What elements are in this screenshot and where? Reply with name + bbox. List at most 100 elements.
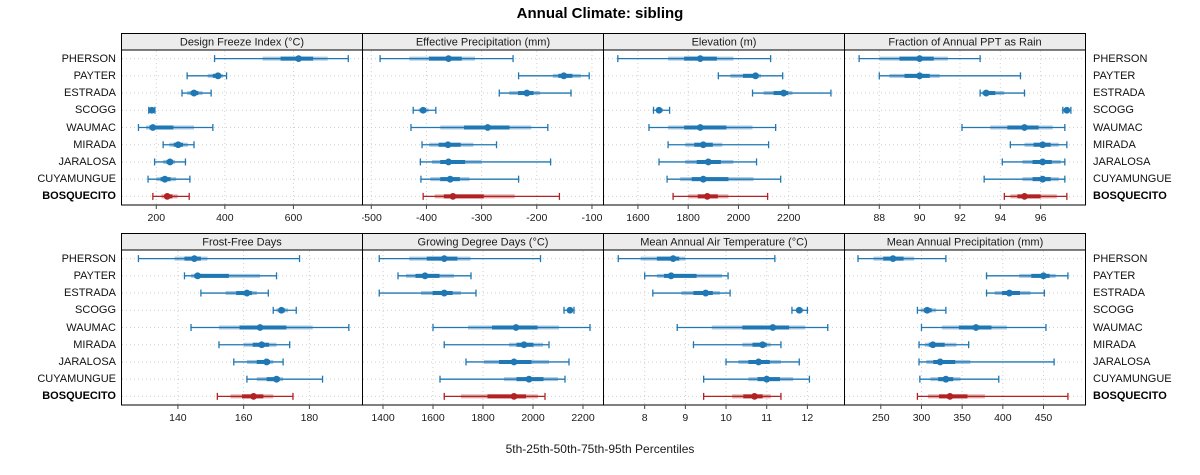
axis-tick-label: 1800 — [471, 412, 495, 424]
series-row — [443, 392, 546, 400]
category-label-right: CUYAMUNGUE — [1093, 373, 1172, 386]
category-label-right: PAYTER — [1093, 69, 1136, 82]
series-row — [985, 272, 1069, 280]
series-row — [918, 358, 1055, 366]
median-dot — [696, 55, 704, 63]
category-label-right: JARALOSA — [1093, 355, 1151, 368]
median-dot — [566, 306, 574, 314]
median-dot — [795, 306, 803, 314]
panel-title: Frost-Free Days — [202, 237, 282, 249]
series-row — [378, 255, 542, 263]
axis-tick-label: 1800 — [677, 212, 701, 224]
panel-holder: Elevation (m) 1600 1800 2000 2200 — [603, 33, 845, 235]
category-label-left: WAUMAC — [66, 321, 116, 334]
axis-tick-label: 94 — [994, 212, 1006, 224]
median-dot — [440, 289, 448, 297]
category-label-left: MIRADA — [73, 138, 116, 151]
median-dot — [752, 72, 759, 80]
series-row — [1062, 106, 1072, 114]
series-row — [378, 289, 477, 297]
category-label-left: PAYTER — [73, 69, 116, 82]
series-row — [658, 158, 758, 166]
series-row — [148, 106, 156, 114]
series-row — [617, 55, 772, 63]
median-dot — [759, 341, 767, 349]
median-dot — [699, 141, 707, 149]
axis-tick-label: 9 — [682, 412, 688, 424]
panel-holder: Mean Annual Air Temperature (°C) 8 9 10 11 12 — [603, 233, 845, 435]
series-row — [666, 175, 782, 183]
axis-tick-label: 450 — [1035, 412, 1053, 424]
median-dot — [751, 392, 758, 400]
axis-tick-label: 1600 — [626, 212, 650, 224]
panel-holder: Fraction of Annual PPT as Rain 88 90 92 94 96 — [844, 33, 1086, 235]
median-dot — [667, 272, 675, 280]
median-dot — [445, 55, 452, 63]
series-row — [878, 72, 1022, 80]
series-row — [420, 175, 520, 183]
median-dot — [278, 306, 285, 314]
median-dot — [936, 358, 944, 366]
series-row — [979, 89, 1026, 97]
panel-holder: Design Freeze Index (°C) 200 400 600 — [121, 33, 363, 235]
series-row — [652, 106, 671, 114]
category-label-right: SCOGG — [1093, 304, 1134, 317]
category-label-right: MIRADA — [1093, 138, 1136, 151]
axis-tick-label: 180 — [301, 412, 319, 424]
series-row — [137, 255, 301, 263]
series-row — [412, 106, 437, 114]
median-dot — [148, 106, 156, 114]
category-label-left: MIRADA — [73, 338, 116, 351]
median-dot — [942, 375, 950, 383]
series-row — [703, 392, 782, 400]
axis-tick-label: 600 — [285, 212, 303, 224]
median-dot — [780, 89, 788, 97]
axis-tick-label: 350 — [953, 412, 971, 424]
series-row — [672, 192, 769, 200]
series-row — [644, 272, 729, 280]
axis-tick-label: 92 — [954, 212, 966, 224]
series-row — [162, 141, 195, 149]
series-row — [443, 341, 550, 349]
series-row — [152, 192, 190, 200]
chart-row-2: PHERSON PHERSON PAYTER PAYTER ESTRADA ESTRADA… — [0, 233, 1200, 430]
series-row — [246, 375, 324, 383]
axis-tick-label: 2200 — [777, 212, 801, 224]
panel: Mean Annual Precipitation (mm) 250 300 350 4… — [844, 233, 1086, 424]
category-label-right: ESTRADA — [1093, 287, 1145, 300]
axis-tick-label: -500 — [362, 212, 382, 224]
series-row — [692, 341, 782, 349]
series-row — [985, 289, 1045, 297]
category-label-right: WAUMAC — [1093, 321, 1143, 334]
series-row — [916, 306, 947, 314]
page-title: Annual Climate: sibling — [516, 5, 684, 22]
median-dot — [889, 255, 897, 263]
series-row — [563, 306, 575, 314]
median-dot — [520, 341, 528, 349]
median-dot — [512, 324, 520, 331]
axis-caption: 5th-25th-50th-75th-95th Percentiles — [505, 442, 695, 456]
median-dot — [161, 175, 169, 183]
axis-tick-label: 400 — [994, 412, 1012, 424]
median-dot — [295, 55, 302, 63]
series-row — [857, 255, 947, 263]
series-row — [137, 124, 214, 131]
axis-tick-label: 10 — [720, 412, 732, 424]
axis-tick-label: -400 — [416, 212, 437, 224]
median-dot — [755, 358, 762, 366]
median-dot — [982, 89, 990, 97]
panel: Elevation (m) 1600 1800 2000 2200 — [603, 33, 845, 224]
panel: Design Freeze Index (°C) 200 400 600 — [121, 33, 363, 224]
series-row — [147, 175, 191, 183]
series-row — [751, 89, 832, 97]
median-dot — [523, 89, 531, 97]
median-dot — [769, 324, 777, 331]
axis-tick-label: 250 — [872, 412, 890, 424]
panel-holder: Effective Precipitation (mm) -500 -400 -300… — [361, 33, 604, 235]
category-label-left: WAUMAC — [66, 121, 116, 134]
median-dot — [704, 158, 712, 166]
median-dot — [655, 106, 663, 114]
axis-tick-label: 88 — [873, 212, 885, 224]
median-dot — [440, 255, 448, 263]
